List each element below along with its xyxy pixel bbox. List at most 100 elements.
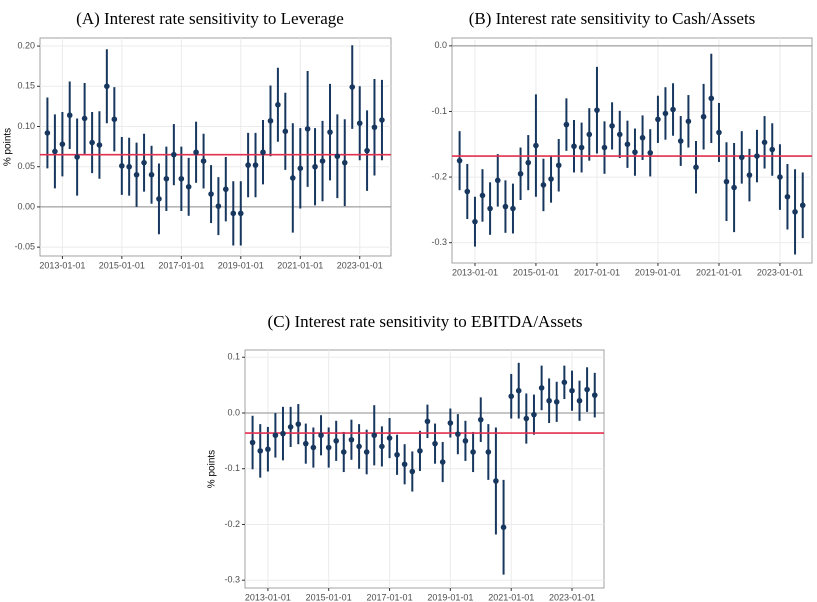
point — [386, 435, 393, 441]
point — [156, 196, 162, 202]
y-tick-label: -0.2 — [431, 171, 447, 181]
y-tick-label: -0.1 — [431, 106, 447, 116]
point — [677, 138, 684, 144]
point — [371, 124, 378, 131]
point — [655, 116, 661, 123]
point — [222, 186, 229, 193]
point — [267, 118, 274, 124]
point — [96, 142, 103, 148]
point — [470, 449, 476, 455]
point — [754, 153, 760, 159]
x-tick-label: 2021-01-01 — [488, 592, 534, 602]
x-tick-label: 2015-01-01 — [306, 592, 352, 602]
point — [716, 129, 722, 136]
point — [485, 449, 492, 455]
point — [464, 188, 471, 195]
y-axis-label: % points — [3, 128, 14, 166]
y-tick-label: 0.15 — [17, 81, 35, 91]
point — [302, 440, 309, 447]
point — [310, 444, 317, 451]
y-tick-label: -0.3 — [431, 237, 447, 247]
point — [700, 113, 707, 120]
y-axis-label: % points — [207, 450, 218, 488]
x-tick-label: 2023-01-01 — [549, 592, 595, 602]
point — [185, 184, 192, 190]
point — [257, 448, 264, 454]
point — [133, 171, 140, 178]
x-tick-label: 2023-01-01 — [337, 260, 383, 270]
point — [287, 424, 294, 430]
y-tick-label: -0.05 — [14, 242, 35, 252]
point — [44, 130, 51, 136]
x-tick-label: 2015-01-01 — [99, 260, 145, 270]
y-tick-label: 0.0 — [227, 407, 240, 417]
x-tick-label: 2013-01-01 — [39, 260, 85, 270]
point — [333, 438, 339, 444]
point — [432, 440, 438, 447]
point — [462, 438, 469, 444]
y-tick-label: 0.05 — [17, 161, 35, 171]
point — [731, 184, 737, 191]
point — [334, 153, 341, 160]
x-tick-label: 2019-01-01 — [218, 260, 264, 270]
point — [111, 116, 118, 123]
point — [272, 432, 279, 439]
point — [325, 444, 332, 451]
point — [500, 524, 507, 531]
point — [647, 149, 654, 156]
point — [792, 209, 798, 215]
y-tick-label: 0.20 — [17, 40, 35, 50]
point — [479, 192, 486, 199]
point — [576, 397, 583, 404]
point — [89, 139, 95, 146]
point — [594, 107, 600, 113]
point — [546, 397, 552, 404]
point — [624, 141, 631, 148]
point — [394, 451, 400, 458]
y-tick-label: -0.2 — [224, 519, 240, 529]
point — [584, 386, 590, 393]
y-tick-label: 0.1 — [227, 352, 240, 362]
point — [609, 123, 615, 129]
point — [472, 218, 478, 225]
point — [548, 176, 554, 182]
point — [639, 134, 646, 141]
point — [363, 449, 370, 455]
point — [52, 148, 58, 155]
point — [379, 443, 385, 450]
point — [723, 178, 730, 185]
point — [260, 149, 266, 156]
point — [424, 418, 431, 425]
point — [318, 432, 324, 439]
point — [265, 446, 271, 453]
point — [148, 171, 155, 178]
point — [348, 436, 355, 443]
x-tick-label: 2021-01-01 — [696, 267, 742, 277]
point — [340, 449, 347, 455]
point — [784, 193, 791, 200]
point — [178, 175, 185, 182]
chart-title: (C) Interest rate sensitivity to EBITDA/… — [268, 312, 583, 331]
point — [502, 203, 509, 210]
point — [304, 126, 311, 132]
point — [515, 387, 522, 394]
point — [237, 210, 244, 217]
point — [193, 149, 199, 156]
point — [799, 202, 806, 209]
point — [662, 110, 669, 117]
x-tick-label: 2021-01-01 — [277, 260, 323, 270]
point — [693, 164, 699, 171]
point — [356, 120, 363, 127]
point — [356, 443, 362, 450]
chart-title: (A) Interest rate sensitivity to Leverag… — [76, 9, 344, 28]
point — [312, 163, 318, 170]
y-tick-label: 0.10 — [17, 121, 35, 131]
point — [295, 421, 302, 427]
point — [777, 174, 783, 180]
point — [364, 147, 370, 154]
chart-title: (B) Interest rate sensitivity to Cash/As… — [469, 9, 756, 28]
point — [200, 158, 207, 164]
point — [74, 154, 80, 160]
point — [163, 175, 170, 182]
